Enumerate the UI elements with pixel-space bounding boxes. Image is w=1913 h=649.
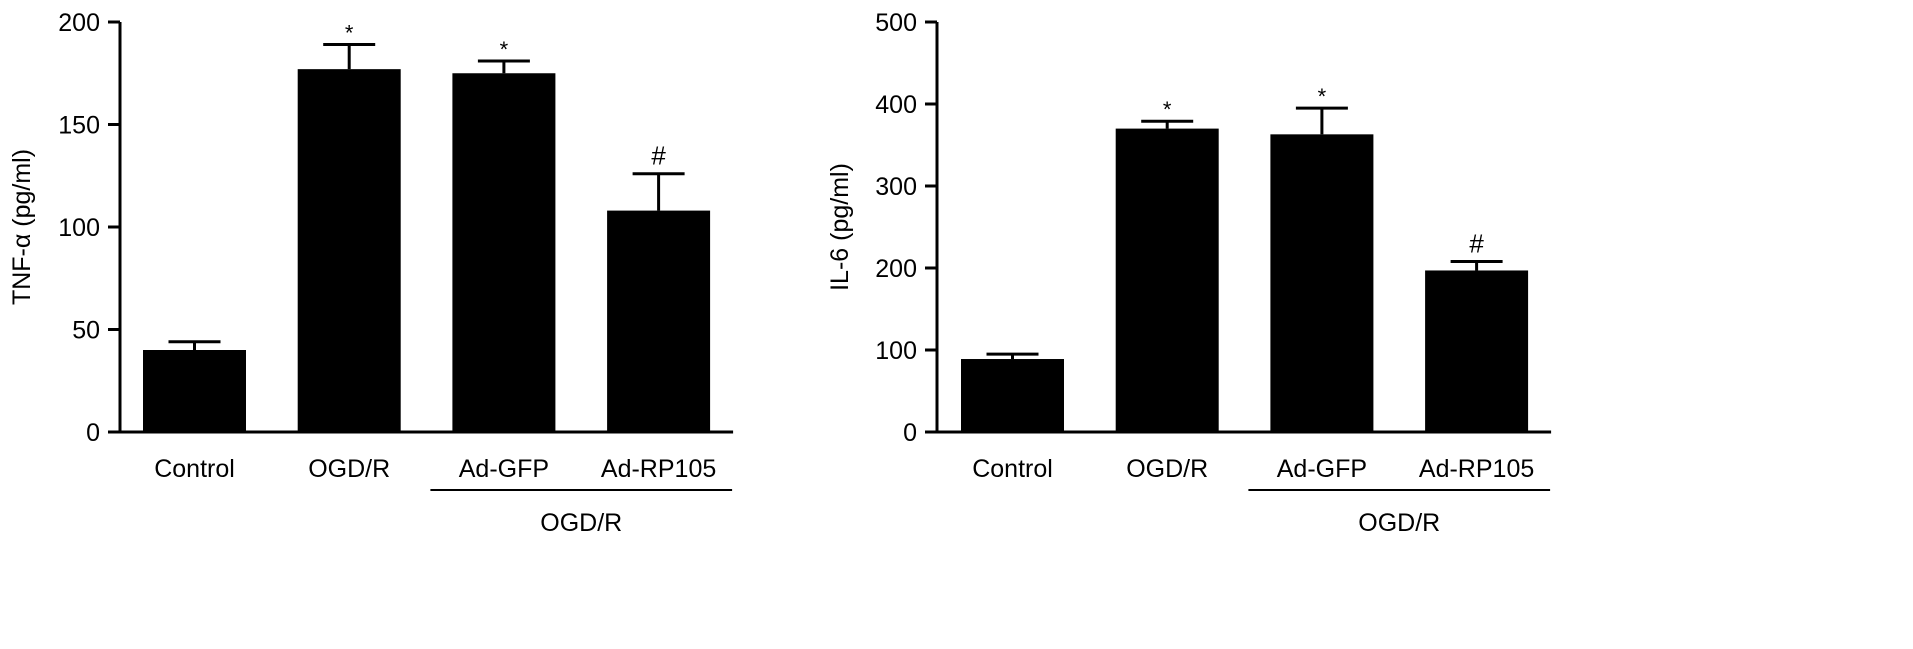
- group-label: OGD/R: [540, 509, 622, 537]
- y-axis-label: TNF-α (pg/ml): [8, 149, 36, 305]
- significance-label: #: [651, 141, 666, 171]
- category-label: Ad-GFP: [1277, 455, 1367, 483]
- category-label: Ad-RP105: [1419, 455, 1534, 483]
- bar: [1115, 128, 1219, 432]
- y-tick-label: 400: [875, 91, 917, 119]
- y-tick-label: 500: [875, 9, 917, 37]
- significance-label: *: [1318, 84, 1327, 109]
- group-label: OGD/R: [1358, 509, 1440, 537]
- y-tick-label: 200: [58, 9, 100, 37]
- bar: [1270, 134, 1374, 432]
- significance-label: *: [500, 37, 509, 62]
- y-tick-label: 300: [875, 173, 917, 201]
- y-tick-label: 200: [875, 255, 917, 283]
- category-label: OGD/R: [308, 455, 390, 483]
- y-axis-label: IL-6 (pg/ml): [826, 163, 854, 291]
- il6-chart: 0 100 200 300 400 500 IL-6 (pg/ml) Control * OGD/…: [826, 9, 1552, 537]
- y-tick-label: 0: [86, 419, 100, 447]
- bar: [143, 350, 246, 432]
- bar: [961, 359, 1064, 432]
- significance-label: *: [1163, 97, 1172, 122]
- bar: [297, 69, 401, 433]
- category-label: Ad-RP105: [601, 455, 716, 483]
- category-label: Ad-GFP: [459, 455, 549, 483]
- category-label: Control: [972, 455, 1053, 483]
- y-tick-label: 50: [72, 317, 100, 345]
- bar: [607, 210, 711, 432]
- y-tick-label: 100: [875, 337, 917, 365]
- significance-label: #: [1469, 228, 1484, 258]
- bar: [452, 73, 556, 432]
- y-tick-label: 100: [58, 214, 100, 242]
- category-label: OGD/R: [1126, 455, 1208, 483]
- y-tick-label: 0: [903, 419, 917, 447]
- tnf-alpha-chart: 0 50 100 150 200 TNF-α (pg/ml) Control * OGD/R * A…: [8, 9, 734, 537]
- category-label: Control: [154, 455, 235, 483]
- bar: [1425, 270, 1529, 432]
- significance-label: *: [345, 21, 354, 46]
- y-tick-label: 150: [58, 112, 100, 140]
